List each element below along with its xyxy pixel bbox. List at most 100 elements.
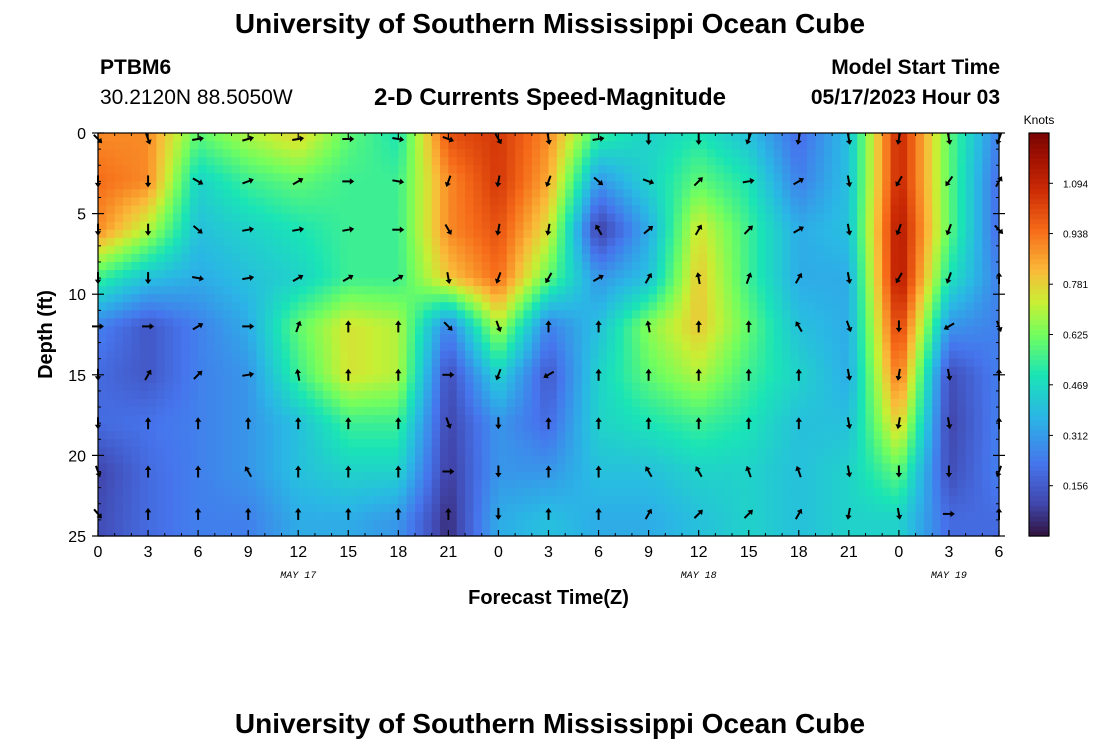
heatmap-cell	[848, 133, 858, 142]
heatmap-cell	[965, 439, 975, 448]
heatmap-cell	[807, 326, 817, 336]
heatmap-cell	[957, 350, 967, 360]
heatmap-cell	[490, 245, 500, 255]
heatmap-cell	[815, 270, 825, 279]
heatmap-cell	[331, 415, 341, 424]
heatmap-cell	[840, 447, 850, 456]
heatmap-cell	[123, 495, 132, 505]
heatmap-cell	[248, 205, 258, 215]
heatmap-cell	[364, 173, 374, 182]
heatmap-cell	[665, 407, 675, 416]
heatmap-cell	[598, 253, 608, 263]
heatmap-cell	[840, 205, 850, 215]
heatmap-cell	[832, 374, 842, 384]
heatmap-cell	[982, 245, 992, 255]
heatmap-cell	[348, 358, 358, 368]
heatmap-cell	[882, 278, 892, 287]
heatmap-cell	[515, 479, 525, 489]
heatmap-cell	[932, 245, 942, 255]
heatmap-cell	[106, 334, 116, 344]
heatmap-cell	[757, 439, 766, 448]
heatmap-cell	[915, 431, 925, 440]
heatmap-cell	[698, 390, 708, 400]
heatmap-cell	[948, 237, 958, 247]
heatmap-cell	[882, 133, 892, 142]
heatmap-cell	[206, 181, 216, 191]
heatmap-cell	[239, 189, 249, 199]
heatmap-cell	[531, 149, 541, 158]
heatmap-cell	[715, 431, 725, 440]
heatmap-cell	[423, 398, 433, 408]
heatmap-cell	[231, 318, 241, 328]
heatmap-cell	[615, 455, 625, 465]
heatmap-cell	[957, 471, 967, 481]
heatmap-cell	[348, 455, 358, 465]
heatmap-cell	[481, 270, 491, 279]
heatmap-cell	[915, 350, 925, 360]
heatmap-cell	[873, 318, 883, 328]
heatmap-cell	[281, 447, 291, 456]
heatmap-cell	[364, 318, 374, 328]
heatmap-cell	[932, 318, 942, 328]
heatmap-cell	[523, 245, 533, 255]
heatmap-cell	[123, 157, 132, 166]
heatmap-cell	[982, 133, 992, 142]
heatmap-cell	[106, 157, 116, 166]
heatmap-cell	[223, 374, 233, 384]
heatmap-cell	[590, 366, 600, 376]
heatmap-cell	[506, 286, 516, 295]
heatmap-cell	[531, 463, 541, 473]
heatmap-cell	[757, 318, 766, 328]
heatmap-cell	[223, 390, 233, 400]
heatmap-cell	[782, 447, 792, 456]
heatmap-cell	[323, 270, 333, 279]
heatmap-cell	[181, 270, 191, 279]
heatmap-cell	[206, 173, 216, 182]
heatmap-cell	[773, 423, 783, 432]
heatmap-cell	[106, 221, 116, 231]
heatmap-cell	[373, 173, 383, 182]
heatmap-cell	[681, 350, 691, 360]
heatmap-cell	[189, 173, 199, 182]
heatmap-cell	[757, 278, 766, 287]
heatmap-cell	[223, 133, 233, 142]
heatmap-cell	[515, 374, 525, 384]
heatmap-cell	[531, 189, 541, 199]
heatmap-cell	[615, 165, 625, 174]
heatmap-cell	[398, 479, 408, 489]
heatmap-cell	[907, 463, 917, 473]
heatmap-cell	[990, 278, 1000, 287]
heatmap-cell	[740, 390, 750, 400]
heatmap-cell	[707, 149, 716, 158]
heatmap-cell	[214, 350, 224, 360]
heatmap-cell	[440, 479, 449, 489]
heatmap-cell	[598, 487, 608, 497]
heatmap-cell	[423, 382, 433, 392]
heatmap-cell	[540, 455, 550, 465]
heatmap-cell	[448, 237, 458, 247]
heatmap-cell	[306, 133, 316, 142]
heatmap-cell	[223, 253, 233, 263]
heatmap-cell	[248, 286, 258, 295]
heatmap-cell	[648, 463, 658, 473]
heatmap-cell	[940, 358, 950, 368]
heatmap-cell	[440, 221, 449, 231]
heatmap-cell	[298, 286, 308, 295]
heatmap-cell	[256, 407, 266, 416]
heatmap-cell	[481, 471, 491, 481]
heatmap-cell	[114, 197, 124, 207]
heatmap-cell	[139, 221, 149, 231]
heatmap-cell	[114, 471, 124, 481]
heatmap-cell	[757, 205, 766, 215]
heatmap-cell	[239, 286, 249, 295]
heatmap-cell	[164, 189, 174, 199]
heatmap-cell	[306, 181, 316, 191]
heatmap-cell	[748, 382, 758, 392]
heatmap-cell	[506, 278, 516, 287]
heatmap-cell	[389, 310, 399, 319]
heatmap-cell	[289, 455, 299, 465]
heatmap-cell	[715, 237, 725, 247]
heatmap-cell	[590, 141, 600, 150]
heatmap-cell	[490, 415, 500, 424]
